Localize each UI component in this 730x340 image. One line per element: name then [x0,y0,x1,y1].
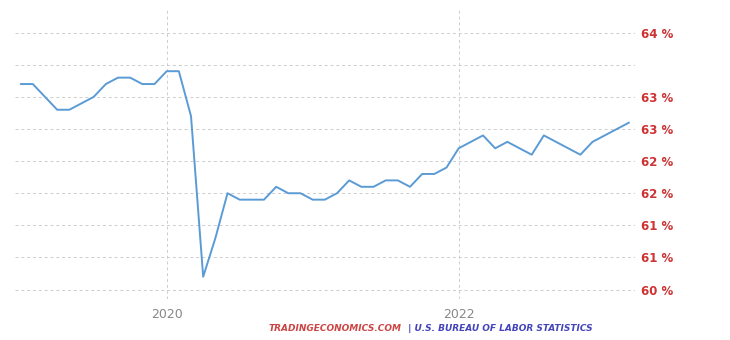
Text: TRADINGECONOMICS.COM: TRADINGECONOMICS.COM [269,324,402,333]
Text: | U.S. BUREAU OF LABOR STATISTICS: | U.S. BUREAU OF LABOR STATISTICS [405,324,593,333]
